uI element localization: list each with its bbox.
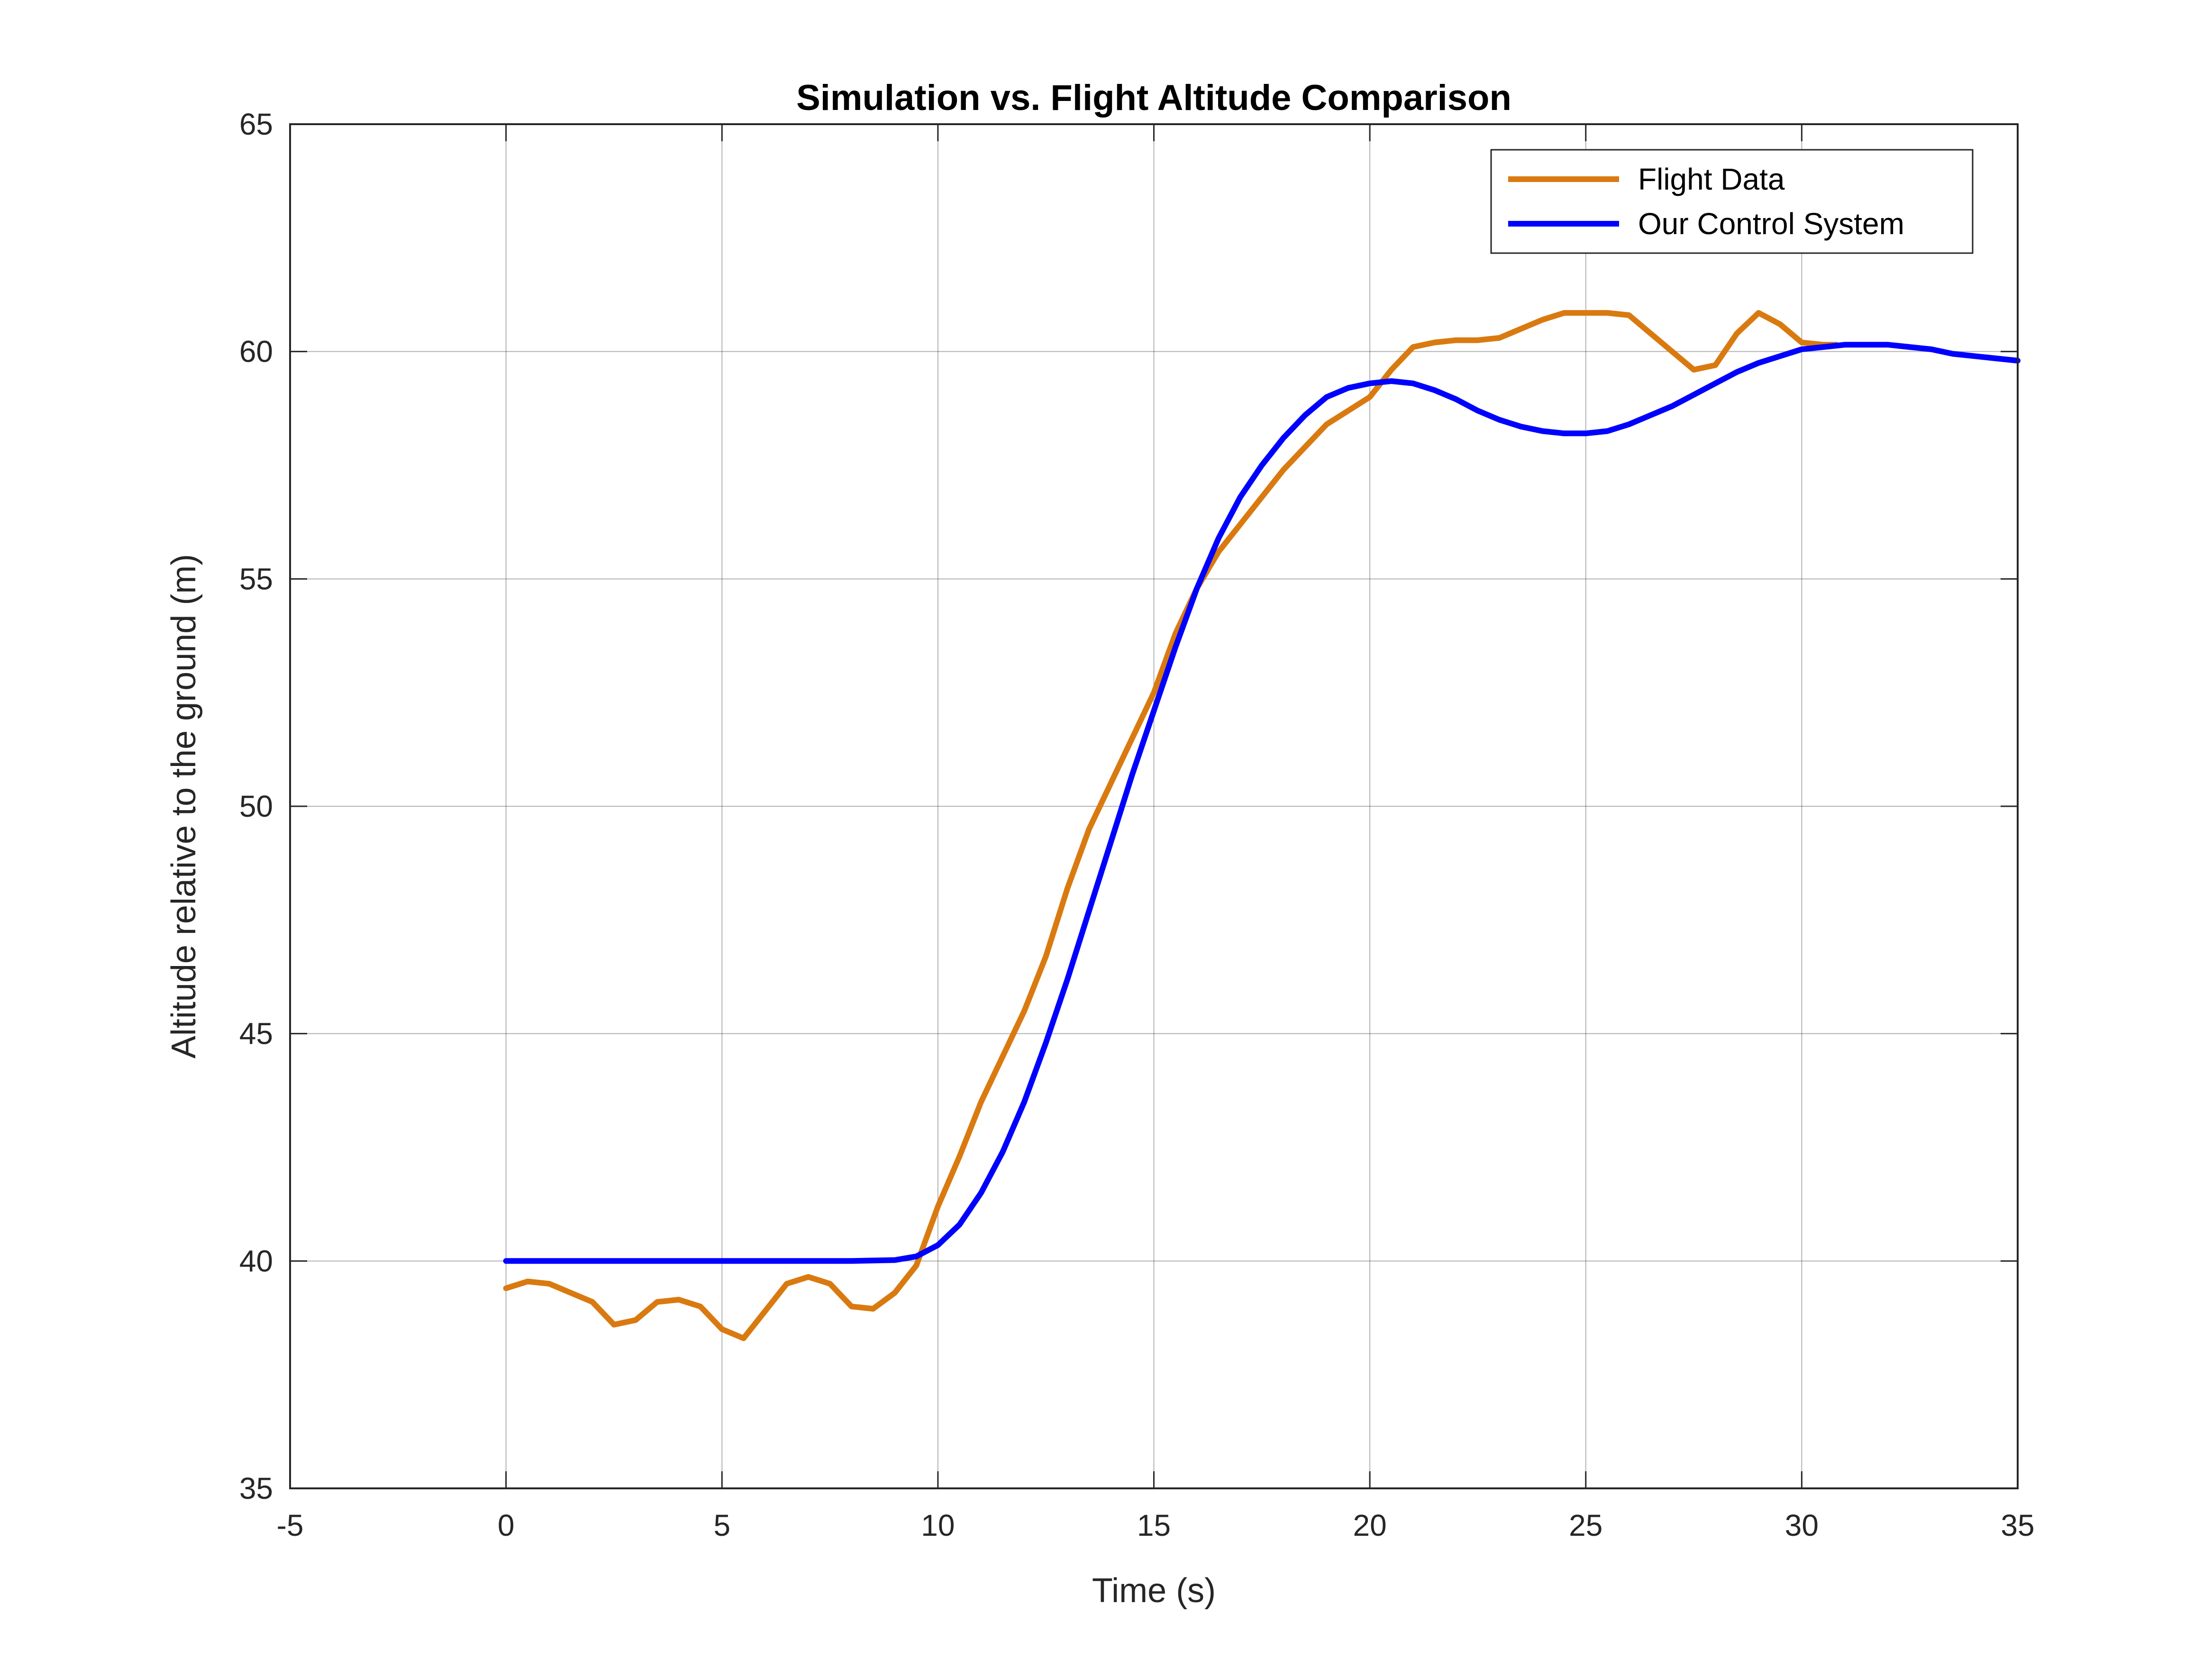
tick-labels: -5 0 5 10 15 20 25 30 35 35 40 45 50 55 60 65	[239, 107, 2035, 1542]
tick-marks	[289, 123, 2019, 1489]
legend-box	[1490, 149, 1974, 254]
y-tick-label: 50	[239, 789, 273, 823]
series-layer	[503, 310, 2021, 1341]
legend-label-our-control-system: Our Control System	[1638, 207, 1904, 241]
x-tick-label: 35	[2001, 1508, 2034, 1542]
y-tick-label: 45	[239, 1017, 273, 1051]
x-tick-label: 10	[921, 1508, 955, 1542]
series-line-flight-data	[503, 310, 1839, 1341]
x-tick-label: 15	[1137, 1508, 1171, 1542]
y-tick-label: 55	[239, 562, 273, 596]
y-axis-label: Altitude relative to the ground (m)	[165, 554, 203, 1059]
series-line-our-control-system	[503, 342, 2021, 1264]
y-tick-label: 35	[239, 1471, 273, 1505]
x-axis-label: Time (s)	[1092, 1572, 1216, 1610]
y-tick-label: 65	[239, 107, 273, 141]
x-tick-label: 20	[1353, 1508, 1387, 1542]
x-tick-label: 25	[1569, 1508, 1602, 1542]
x-tick-label: 30	[1785, 1508, 1819, 1542]
legend: Flight Data Our Control System	[1490, 149, 1974, 254]
legend-label-flight-data: Flight Data	[1638, 162, 1785, 196]
x-tick-label: 5	[713, 1508, 730, 1542]
y-tick-label: 40	[239, 1244, 273, 1278]
chart-title: Simulation vs. Flight Altitude Compariso…	[796, 78, 1511, 118]
x-tick-label: -5	[277, 1508, 304, 1542]
y-tick-label: 60	[239, 335, 273, 369]
x-tick-label: 0	[498, 1508, 515, 1542]
